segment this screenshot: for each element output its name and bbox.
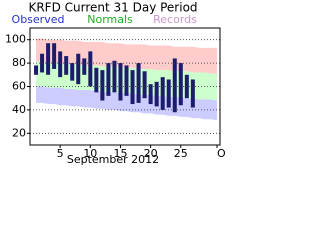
y-tick-label: 20 [12, 126, 26, 139]
observed-bar [70, 63, 75, 81]
x-axis-label: September 2012 [67, 153, 159, 166]
x-tick-label: 15 [113, 147, 127, 160]
observed-bar [58, 51, 63, 78]
observed-bar [52, 43, 57, 69]
observed-bar [88, 51, 93, 87]
observed-bar [82, 58, 87, 75]
y-tick-label: 40 [12, 103, 26, 116]
record-high-band [36, 38, 217, 74]
observed-bar [130, 70, 135, 105]
observed-bar [178, 63, 183, 106]
observed-bar [160, 77, 165, 110]
x-tick-label: 25 [174, 147, 188, 160]
observed-bar [142, 71, 147, 99]
legend-label: Normals [87, 13, 133, 26]
observed-bar [124, 65, 129, 96]
observed-bar [64, 56, 69, 75]
observed-bar [106, 63, 111, 96]
observed-bar [94, 67, 99, 93]
observed-bar [190, 79, 195, 108]
observed-bar [46, 43, 51, 75]
observed-bar [34, 65, 39, 75]
x-tick-label: 10 [83, 147, 97, 160]
observed-bar [154, 81, 159, 107]
plot-frame [29, 27, 221, 146]
observed-bar [76, 53, 81, 85]
chart: KRFD Current 31 Day Period September 201… [5, 1, 226, 167]
observed-bar [100, 70, 105, 101]
legend-label: Observed [12, 13, 65, 26]
x-tick-label: 5 [57, 147, 64, 160]
record-low-band [36, 86, 217, 121]
x-tick-label: Oc [217, 147, 226, 160]
y-tick-label: 60 [12, 80, 26, 93]
observed-bar [166, 79, 171, 108]
chart-title: KRFD Current 31 Day Period [28, 1, 197, 15]
observed-bar [148, 84, 153, 105]
legend-label: Records [153, 13, 197, 26]
observed-bar [118, 63, 123, 101]
observed-bar [172, 58, 177, 113]
y-tick-label: 80 [12, 56, 26, 69]
observed-bar [136, 63, 141, 103]
x-tick-label: 20 [144, 147, 158, 160]
observed-bar [112, 60, 117, 93]
page: KRFD Current 31 Day Period September 201… [5, 0, 226, 167]
y-tick-label: 100 [5, 33, 26, 46]
